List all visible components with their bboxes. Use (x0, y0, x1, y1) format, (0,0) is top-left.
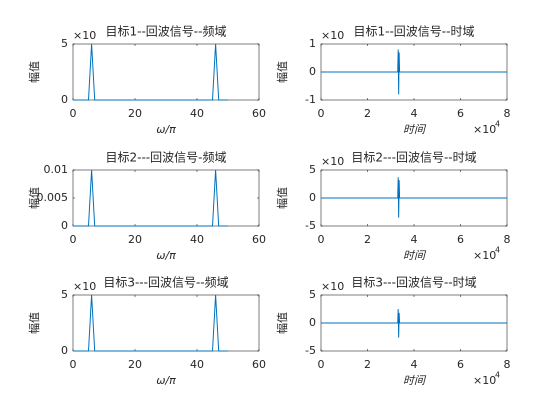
axes-box (72, 294, 260, 352)
x-exponent: ×10 (473, 249, 496, 262)
y-tick-label: 0.005 (37, 191, 69, 204)
x-tick-label: 20 (128, 107, 142, 120)
x-axis-label: 时间 (403, 374, 427, 387)
x-tick-label: 0 (318, 358, 325, 371)
y-tick-label: 1 (309, 37, 316, 50)
x-tick-label: 0 (70, 358, 77, 371)
subplot-title: 目标3---回波信号--频域 (103, 276, 228, 290)
x-exponent: ×10 (473, 123, 496, 136)
x-axis-label: ω/π (156, 374, 176, 387)
x-axis-label: ω/π (156, 123, 176, 136)
y-tick-label: 5 (309, 163, 316, 176)
x-exponent-power: 4 (495, 120, 500, 129)
x-tick-label: 4 (411, 107, 418, 120)
y-tick-label: 5 (61, 37, 68, 50)
y-tick-label: 0 (309, 316, 316, 329)
y-tick-label: 0 (61, 219, 68, 232)
y-axis-label: 幅值 (28, 312, 41, 334)
data-line (321, 308, 507, 338)
y-exponent: ×10 (321, 155, 344, 168)
subplot: 0 20 40 60 0 0.005 0.01 目标2---回波信号-频域 ω/π 幅值 (28, 151, 266, 263)
y-exponent: ×10 (321, 280, 344, 293)
y-axis-label: 幅值 (28, 61, 41, 83)
y-axis-label: 幅值 (276, 312, 289, 334)
y-tick-label: -5 (305, 344, 316, 357)
x-tick-label: 8 (504, 358, 511, 371)
x-tick-label: 6 (457, 358, 464, 371)
x-tick-label: 60 (252, 358, 266, 371)
data-line (321, 49, 507, 95)
y-tick-label: 0.01 (44, 163, 69, 176)
x-tick-label: 6 (457, 233, 464, 246)
subplot: 0 20 40 60 0 5 ×10 目标1--回波信号--频域 ω/π 幅值 (28, 25, 266, 137)
subplot-title: 目标2---回波信号-频域 (106, 151, 227, 165)
y-tick-label: 0 (309, 65, 316, 78)
subplot-title: 目标1--回波信号--时域 (354, 25, 475, 39)
x-axis-label: 时间 (403, 123, 427, 136)
data-line (73, 169, 228, 227)
x-tick-label: 6 (457, 107, 464, 120)
x-axis-label: ω/π (156, 249, 176, 262)
x-exponent-power: 4 (495, 371, 500, 380)
x-tick-label: 0 (318, 233, 325, 246)
x-tick-label: 0 (70, 233, 77, 246)
x-tick-label: 0 (318, 107, 325, 120)
x-tick-label: 4 (411, 233, 418, 246)
x-tick-label: 20 (128, 358, 142, 371)
x-tick-label: 40 (190, 107, 204, 120)
y-tick-label: 0 (61, 93, 68, 106)
x-exponent-power: 4 (495, 246, 500, 255)
data-line (321, 177, 507, 218)
y-axis-label: 幅值 (276, 61, 289, 83)
x-exponent: ×10 (473, 374, 496, 387)
x-tick-label: 60 (252, 107, 266, 120)
subplot-title: 目标3---回波信号--时域 (351, 276, 476, 290)
data-line (73, 43, 228, 101)
x-tick-label: 2 (364, 107, 371, 120)
x-tick-label: 8 (504, 107, 511, 120)
subplot: 0 20 40 60 0 5 ×10 目标3---回波信号--频域 ω/π 幅值 (28, 276, 266, 388)
x-tick-label: 2 (364, 233, 371, 246)
x-axis-label: 时间 (403, 249, 427, 262)
x-tick-label: 8 (504, 233, 511, 246)
x-tick-label: 40 (190, 358, 204, 371)
x-tick-label: 4 (411, 358, 418, 371)
y-tick-label: -5 (305, 219, 316, 232)
data-line (73, 294, 228, 352)
y-axis-label: 幅值 (276, 187, 289, 209)
y-tick-label: 5 (61, 288, 68, 301)
subplot-title: 目标1--回波信号--频域 (106, 25, 227, 39)
x-tick-label: 40 (190, 233, 204, 246)
y-exponent: ×10 (73, 29, 96, 42)
axes-box (72, 43, 260, 101)
axes-box (72, 169, 260, 227)
x-tick-label: 2 (364, 358, 371, 371)
y-exponent: ×10 (73, 280, 96, 293)
y-axis-label: 幅值 (28, 187, 41, 209)
x-tick-label: 60 (252, 233, 266, 246)
y-exponent: ×10 (321, 29, 344, 42)
y-tick-label: 0 (309, 191, 316, 204)
y-tick-label: 5 (309, 288, 316, 301)
x-tick-label: 0 (70, 107, 77, 120)
subplot-title: 目标2---回波信号--时域 (351, 151, 476, 165)
x-tick-label: 20 (128, 233, 142, 246)
y-tick-label: -1 (305, 93, 316, 106)
y-tick-label: 0 (61, 344, 68, 357)
